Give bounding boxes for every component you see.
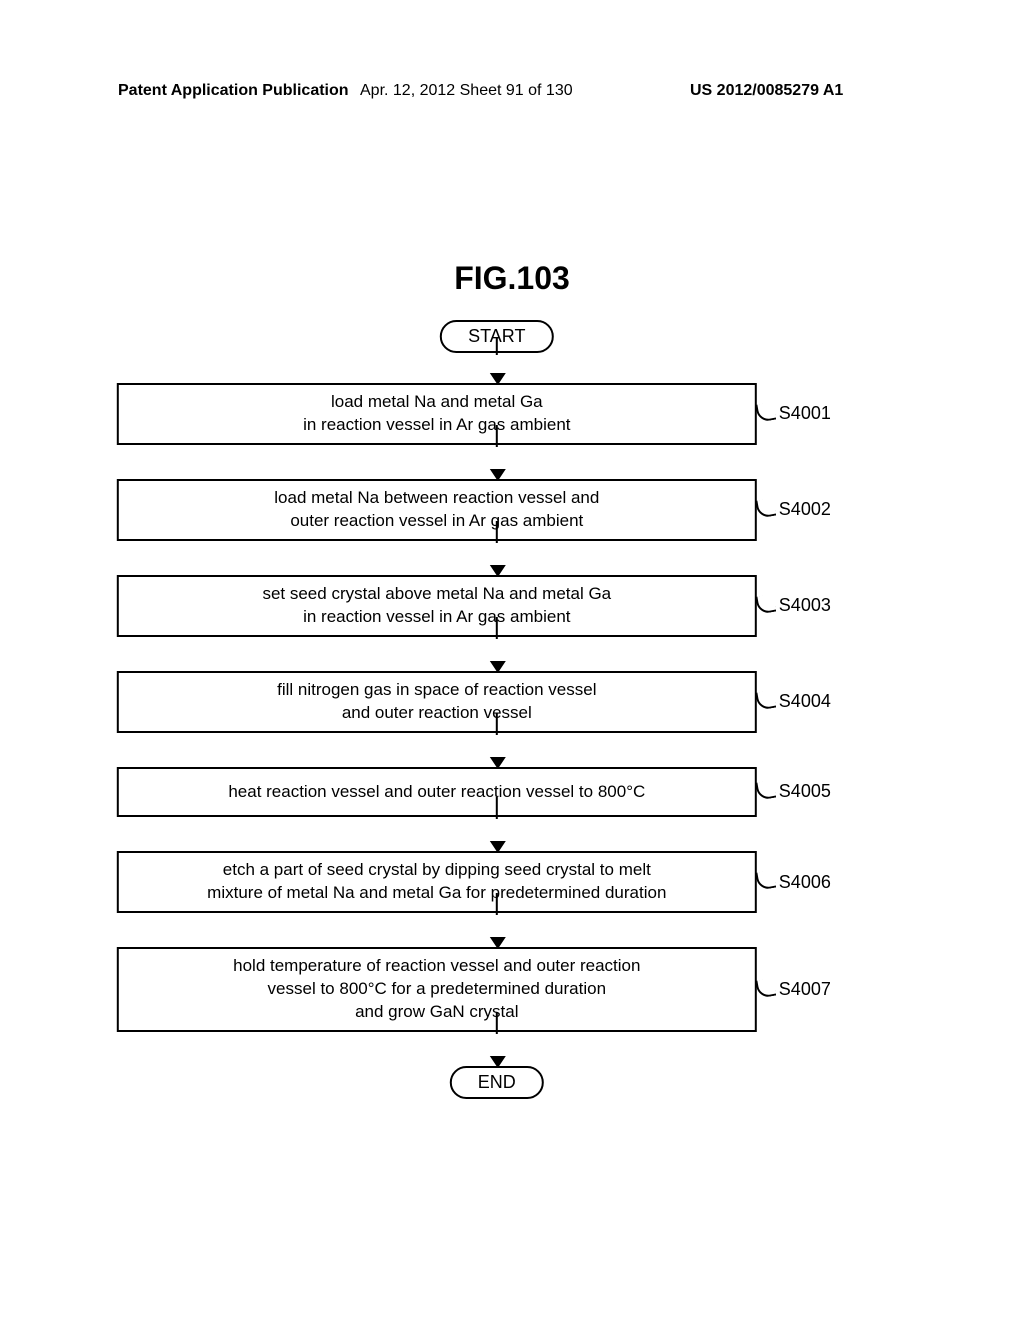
step-label: S4006 bbox=[779, 872, 831, 893]
step-connector bbox=[757, 782, 775, 802]
step-text-line: etch a part of seed crystal by dipping s… bbox=[223, 860, 651, 879]
step-text-line: hold temperature of reaction vessel and … bbox=[233, 956, 640, 975]
step-box: etch a part of seed crystal by dipping s… bbox=[117, 851, 757, 913]
step-label: S4007 bbox=[779, 979, 831, 1000]
flowchart-container: START /* arrows styled below via inline … bbox=[117, 320, 877, 1099]
step-text-line: and outer reaction vessel bbox=[342, 703, 532, 722]
step-text-line: and grow GaN crystal bbox=[355, 1002, 518, 1021]
step-text-line: vessel to 800°C for a predetermined dura… bbox=[268, 979, 607, 998]
step-connector bbox=[757, 872, 775, 892]
header-publication: Patent Application Publication bbox=[118, 82, 349, 100]
step-box: set seed crystal above metal Na and meta… bbox=[117, 575, 757, 637]
step-connector bbox=[757, 692, 775, 712]
header-sheet-total: 130 bbox=[546, 82, 573, 99]
step-text-line: mixture of metal Na and metal Ga for pre… bbox=[207, 883, 666, 902]
step-label: S4004 bbox=[779, 691, 831, 712]
step-connector bbox=[757, 596, 775, 616]
step-text-line: fill nitrogen gas in space of reaction v… bbox=[277, 680, 596, 699]
step-connector bbox=[757, 980, 775, 1000]
step-label: S4003 bbox=[779, 595, 831, 616]
step-text-line: set seed crystal above metal Na and meta… bbox=[262, 584, 611, 603]
header-of: of bbox=[524, 82, 546, 99]
step-text-line: load metal Na between reaction vessel an… bbox=[274, 488, 599, 507]
step-box: load metal Na between reaction vessel an… bbox=[117, 479, 757, 541]
header-date-prefix: Apr. 12, 2012 Sheet bbox=[360, 82, 506, 99]
step-box: fill nitrogen gas in space of reaction v… bbox=[117, 671, 757, 733]
step-label: S4001 bbox=[779, 403, 831, 424]
step-text-line: in reaction vessel in Ar gas ambient bbox=[303, 415, 570, 434]
step-text-line: outer reaction vessel in Ar gas ambient bbox=[290, 511, 583, 530]
header-sheet-num: 91 bbox=[506, 82, 524, 99]
step-box: hold temperature of reaction vessel and … bbox=[117, 947, 757, 1032]
step-label: S4005 bbox=[779, 781, 831, 802]
step-text-line: in reaction vessel in Ar gas ambient bbox=[303, 607, 570, 626]
step-box: load metal Na and metal Ga in reaction v… bbox=[117, 383, 757, 445]
step-text-line: load metal Na and metal Ga bbox=[331, 392, 543, 411]
step-box: heat reaction vessel and outer reaction … bbox=[117, 767, 757, 818]
step-label: S4002 bbox=[779, 499, 831, 520]
step-connector bbox=[757, 500, 775, 520]
step-connector bbox=[757, 404, 775, 424]
figure-title: FIG.103 bbox=[0, 260, 1024, 297]
step-text-line: heat reaction vessel and outer reaction … bbox=[228, 782, 645, 801]
header-sheet-info: Apr. 12, 2012 Sheet 91 of 130 bbox=[360, 82, 573, 100]
header-pub-number: US 2012/0085279 A1 bbox=[690, 82, 843, 100]
end-terminator: END bbox=[450, 1066, 544, 1099]
